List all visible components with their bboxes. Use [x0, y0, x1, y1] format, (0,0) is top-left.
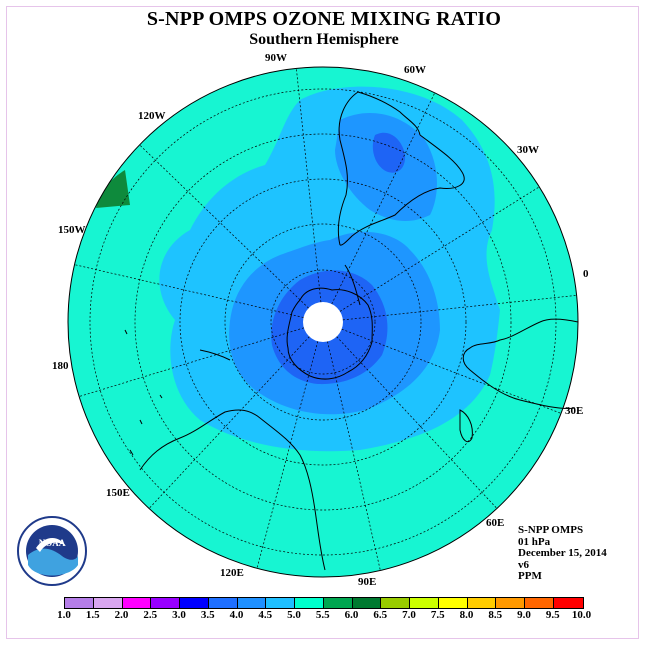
- colorbar-segment: [323, 598, 353, 608]
- colorbar-segment: [467, 598, 497, 608]
- colorbar-tick-label: 3.0: [172, 609, 186, 621]
- coast-islands: [124, 329, 163, 456]
- colorbar-segment: [410, 598, 439, 608]
- colorbar-tick-label: 9.0: [517, 609, 531, 621]
- longitude-label: 90E: [358, 576, 377, 588]
- colorbar-segment: [381, 598, 410, 608]
- colorbar-segment: [237, 598, 267, 608]
- info-version: v6: [518, 558, 529, 571]
- colorbar-segment: [496, 598, 525, 608]
- info-instrument: S-NPP OMPS: [518, 524, 584, 536]
- noaa-logo-text: NOAA: [39, 538, 66, 548]
- colorbar-tick-label: 5.5: [315, 609, 330, 621]
- colorbar-segment: [352, 598, 382, 608]
- colorbar-tick-label: 2.0: [114, 609, 129, 621]
- field-5-5: [96, 170, 130, 208]
- info-panel: S-NPP OMPS 01 hPa December 15, 2014 v6 P…: [518, 524, 607, 583]
- longitude-label: 120W: [138, 110, 166, 122]
- coast-south-america: [337, 91, 421, 246]
- colorbar-segment: [208, 598, 238, 608]
- meridian-line: [74, 264, 304, 318]
- colorbar-segment: [93, 598, 123, 608]
- meridian-line: [336, 336, 498, 509]
- colorbar-segment: [553, 598, 583, 608]
- field-3-0-north: [372, 132, 406, 173]
- longitude-label: 30W: [517, 144, 539, 156]
- no-data-pole: [303, 302, 343, 342]
- colorbar-tick-label: 2.5: [143, 609, 158, 621]
- colorbar-tick-label: 1.0: [57, 609, 71, 621]
- colorbar-segment: [122, 598, 152, 608]
- page-subtitle: Southern Hemisphere: [249, 31, 399, 48]
- colorbar-tick-label: 1.5: [85, 609, 100, 621]
- longitude-label: 120E: [220, 567, 244, 579]
- meridian-line: [341, 328, 562, 414]
- colorbar-tick-label: 6.5: [373, 609, 388, 621]
- coast-antarctica: [286, 287, 373, 380]
- info-units: PPM: [518, 570, 542, 582]
- colorbar-ticks: 1.0 1.5 2.0 2.5 3.0 3.5 4.0 4.5 5.0 5.5 6.0 6.5 7.0 7…: [50, 609, 610, 623]
- meridian-line: [256, 341, 319, 569]
- coast-australia: [139, 409, 326, 571]
- colorbar-tick-label: 7.5: [430, 609, 445, 621]
- coastlines: [124, 91, 579, 571]
- graticule: [74, 68, 577, 571]
- longitude-label: 180: [52, 360, 69, 372]
- coast-south-america-east: [339, 134, 465, 246]
- colorbar-segment: [151, 598, 180, 608]
- colorbar-tick-label: 4.5: [258, 609, 273, 621]
- coast-new-zealand: [199, 349, 231, 361]
- page-title: S-NPP OMPS OZONE MIXING RATIO: [146, 8, 502, 30]
- longitude-label: 60E: [486, 517, 505, 529]
- map-boundary: [67, 66, 579, 578]
- coast-antarctic-peninsula: [344, 264, 361, 306]
- longitude-label: 60W: [404, 64, 426, 76]
- meridian-line: [327, 341, 381, 571]
- longitude-label: 0: [583, 268, 589, 280]
- colorbar-tick-label: 8.5: [488, 609, 503, 621]
- meridian-line: [295, 68, 322, 303]
- colorbar-tick-label: 8.0: [459, 609, 474, 621]
- plot-frame: [6, 6, 639, 639]
- colorbar-tick-label: 6.0: [344, 609, 359, 621]
- meridian-line: [339, 186, 540, 312]
- meridian-line: [331, 92, 436, 305]
- meridian-line: [342, 294, 577, 321]
- colorbar-segment: [266, 598, 295, 608]
- meridian-line: [148, 336, 310, 509]
- colorbar-tick-label: 3.5: [200, 609, 215, 621]
- colorbar-segment: [295, 598, 324, 608]
- info-date: December 15, 2014: [518, 547, 607, 559]
- colorbar-segment: [65, 598, 94, 608]
- colorbar-tick-label: 5.0: [287, 609, 301, 621]
- coast-madagascar: [459, 409, 473, 443]
- colorbar: [64, 597, 584, 609]
- colorbar-tick-label: 9.5: [545, 609, 560, 621]
- longitude-label: 150W: [58, 224, 86, 236]
- info-level: 01 hPa: [518, 535, 551, 548]
- noaa-logo: NOAA: [17, 516, 87, 586]
- colorbar-tick-label: 7.0: [402, 609, 416, 621]
- colorbar-segment: [180, 598, 209, 608]
- colorbar-segment: [438, 598, 468, 608]
- colorbar-tick-label: 10.0: [571, 609, 592, 621]
- colorbar-segment: [525, 598, 554, 608]
- longitude-label: 150E: [106, 487, 130, 499]
- meridian-line: [79, 327, 304, 397]
- longitude-label: 90W: [265, 52, 287, 64]
- coast-africa: [462, 318, 579, 409]
- longitude-label: 30E: [565, 405, 584, 417]
- meridian-line: [139, 144, 309, 309]
- colorbar-tick-label: 4.0: [229, 609, 244, 621]
